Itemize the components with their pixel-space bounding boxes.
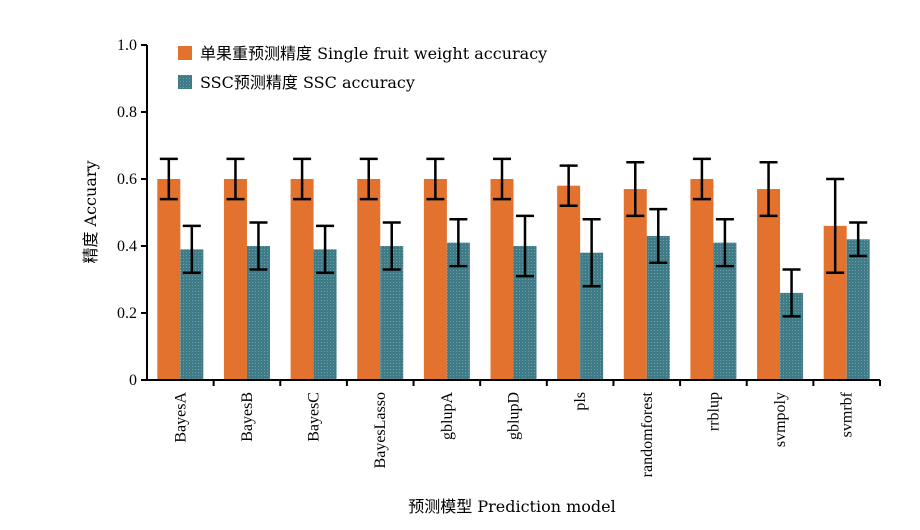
y-tick-label: 1.0 xyxy=(117,37,137,54)
bars-layer xyxy=(157,179,870,380)
x-tick-label: pls xyxy=(572,392,589,411)
y-tick-label: 0 xyxy=(129,372,137,389)
ssc-bar xyxy=(713,242,737,380)
legend: 单果重预测精度 Single fruit weight accuracy SSC… xyxy=(178,44,547,92)
error-bars-layer xyxy=(159,157,868,318)
ssc-bar xyxy=(180,249,204,380)
ssc-bar xyxy=(580,252,604,380)
y-tick-label: 0.8 xyxy=(117,104,137,121)
legend-label-ssc: SSC预测精度 SSC accuracy xyxy=(200,73,415,92)
ssc-bar xyxy=(780,292,804,380)
weight-bar xyxy=(623,189,647,380)
x-axis-title: 预测模型 Prediction model xyxy=(408,497,616,516)
legend-swatch-ssc xyxy=(178,75,192,89)
weight-bar xyxy=(423,179,447,380)
y-tick-label: 0.2 xyxy=(117,305,137,322)
x-tick-label: svmpoly xyxy=(772,392,789,447)
ssc-bar xyxy=(513,246,537,380)
weight-bar xyxy=(690,179,714,380)
y-ticks: 0 0.2 0.4 0.6 0.8 1.0 xyxy=(117,37,147,389)
x-tick-label: randomforest xyxy=(639,391,656,477)
ssc-bar xyxy=(646,235,670,380)
weight-bar xyxy=(357,179,381,380)
x-tick-label: gblupA xyxy=(439,392,456,440)
weight-bar xyxy=(157,179,181,380)
y-tick-label: 0.4 xyxy=(117,238,137,255)
weight-bar xyxy=(290,179,314,380)
x-tick-label: rrblup xyxy=(705,392,722,431)
weight-bar xyxy=(757,189,781,380)
legend-swatch-weight xyxy=(178,46,192,60)
weight-bar xyxy=(490,179,514,380)
ssc-bar xyxy=(313,249,337,380)
ssc-bar xyxy=(446,242,470,380)
weight-bar xyxy=(223,179,247,380)
weight-bar xyxy=(823,225,847,380)
x-ticks: BayesA BayesB BayesC BayesLasso gblupA gblupD… xyxy=(172,380,881,477)
x-tick-label: svmrbf xyxy=(839,391,856,437)
x-tick-label: BayesA xyxy=(172,392,189,443)
x-tick-label: gblupD xyxy=(506,392,523,440)
x-tick-label: BayesB xyxy=(239,392,256,442)
y-tick-label: 0.6 xyxy=(117,171,137,188)
axes-layer xyxy=(146,45,880,381)
ssc-bar xyxy=(246,246,270,380)
x-tick-label: BayesLasso xyxy=(372,392,389,468)
y-axis-title: 精度 Accuary xyxy=(81,160,100,263)
legend-label-weight: 单果重预测精度 Single fruit weight accuracy xyxy=(200,44,547,63)
ssc-bar xyxy=(380,246,404,380)
weight-bar xyxy=(557,185,581,380)
x-tick-label: BayesC xyxy=(306,392,323,442)
ssc-bar xyxy=(846,239,870,380)
